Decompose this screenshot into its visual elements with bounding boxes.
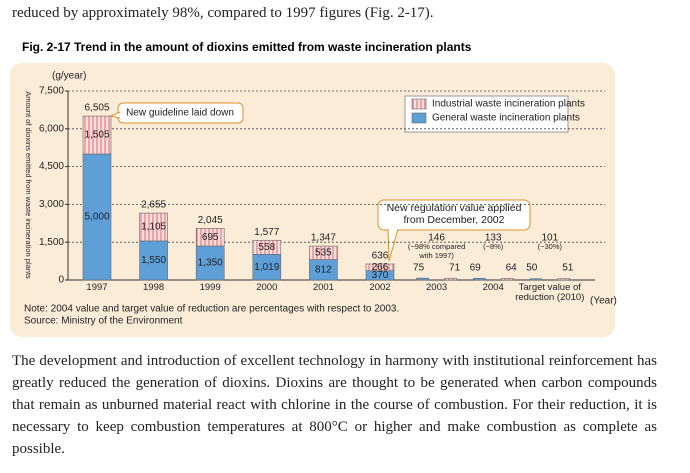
- callout-text: New regulation value applied from Decemb…: [386, 202, 522, 226]
- bar: [500, 278, 514, 281]
- total-label: 636: [372, 251, 389, 262]
- bar-segment: [309, 245, 338, 260]
- y-unit: (g/year): [52, 71, 86, 82]
- y-tick-label: 4,500: [39, 161, 64, 172]
- y-tick-label: 7,500: [39, 86, 64, 97]
- value-label: 5,000: [84, 212, 109, 223]
- y-tick-label: 6,000: [39, 123, 64, 134]
- total-label: 6,505: [84, 103, 109, 114]
- change-label-box: (−98% compared with 1997): [407, 242, 466, 260]
- bar: [557, 278, 571, 281]
- legend-swatch: [411, 98, 427, 110]
- bar: [529, 278, 543, 281]
- value-label: 50: [526, 263, 538, 274]
- legend-label: Industrial waste incineration plants: [432, 99, 585, 110]
- value-label: 695: [202, 232, 219, 243]
- x-tick-label-box: Target value of reduction (2010): [515, 283, 585, 303]
- value-label: 1,550: [141, 255, 166, 266]
- x-tick-label-box: 2001: [312, 283, 334, 293]
- chart-source: Source: Ministry of the Environment: [24, 316, 183, 327]
- change-label: (−30%): [537, 242, 562, 251]
- bar-segment: [365, 263, 395, 271]
- x-tick-label-box: 1998: [143, 283, 165, 293]
- callout-text-box: New regulation value applied from Decemb…: [386, 202, 522, 226]
- legend-swatch: [411, 112, 427, 124]
- bar-segment: [195, 245, 225, 281]
- x-tick-label-box: 1999: [199, 283, 221, 293]
- bar-segment: [252, 239, 282, 255]
- x-tick-label-box: 2004: [482, 283, 504, 293]
- value-label: 69: [470, 263, 482, 274]
- x-axis-label: (Year): [590, 296, 617, 307]
- value-label: 558: [258, 242, 275, 253]
- bar-segment: [252, 254, 282, 281]
- callout-box: [377, 199, 531, 231]
- bar-segment: [195, 228, 225, 247]
- x-tick-label: 2000: [256, 283, 278, 293]
- x-tick-label-box: 1997: [86, 283, 108, 293]
- y-axis-label: Amount of dioxins emitted from waste inc…: [24, 91, 33, 279]
- total-label: 1,347: [311, 233, 336, 244]
- total-label: 133: [485, 233, 502, 244]
- bar: [444, 277, 457, 281]
- x-tick-label: Target value of reduction (2010): [515, 283, 585, 303]
- value-label: 75: [413, 263, 425, 274]
- total-label: 1,577: [254, 227, 279, 238]
- x-tick-label: 1999: [199, 283, 221, 293]
- legend: Industrial waste incineration plants Gene…: [404, 95, 585, 133]
- intro-text: reduced by approximately 98%, compared t…: [12, 5, 434, 21]
- bar-segment: [82, 153, 112, 281]
- x-tick-label: 2004: [482, 283, 504, 293]
- bar: [416, 277, 429, 281]
- value-label: 1,350: [198, 258, 223, 269]
- bar: [472, 277, 486, 281]
- value-label: 1,105: [141, 222, 166, 233]
- legend-box: [404, 95, 569, 133]
- change-label-box: (−30%): [537, 242, 562, 251]
- callout-text: New guideline laid down: [126, 108, 234, 119]
- total-label: 146: [428, 233, 445, 244]
- value-label: 71: [449, 263, 461, 274]
- x-tick-label: 2001: [312, 283, 334, 293]
- value-label: 51: [562, 263, 574, 274]
- figure-title: Fig. 2-17 Trend in the amount of dioxins…: [22, 40, 472, 54]
- y-tick-label: 1,500: [39, 237, 64, 248]
- x-tick-label-box: 2002: [369, 283, 391, 293]
- chart-note: Note: 2004 value and target value of red…: [24, 304, 399, 315]
- value-label: 64: [506, 263, 518, 274]
- value-label: 812: [315, 264, 332, 275]
- x-tick-label-box: 2000: [256, 283, 278, 293]
- value-label: 370: [372, 270, 389, 281]
- x-tick-label: 2003: [426, 283, 448, 293]
- chart: New guideline laid down Industrial waste…: [10, 63, 617, 337]
- y-tick-label: 3,000: [39, 199, 64, 210]
- change-label-box: (−8%): [483, 242, 504, 251]
- y-tick-label: 0: [58, 275, 64, 286]
- value-label: 1,019: [254, 262, 279, 273]
- total-label: 2,655: [141, 200, 166, 211]
- value-label: 266: [372, 262, 389, 273]
- value-label: 1,505: [84, 130, 109, 141]
- total-label: 101: [541, 233, 558, 244]
- x-tick-label: 1997: [86, 283, 108, 293]
- bar-segment: [139, 212, 168, 242]
- x-tick-label: 1998: [143, 283, 165, 293]
- callout-pointer: [387, 228, 399, 262]
- bar-segment: [82, 115, 112, 155]
- change-label: (−8%): [483, 242, 504, 251]
- x-tick-label-box: 2003: [426, 283, 448, 293]
- legend-label: General waste incineration plants: [432, 113, 580, 124]
- total-label: 2,045: [198, 215, 223, 226]
- x-tick-label: 2002: [369, 283, 391, 293]
- value-label: 535: [315, 247, 332, 258]
- change-label: (−98% compared with 1997): [407, 242, 466, 260]
- body-paragraph: The development and introduction of exce…: [12, 353, 657, 457]
